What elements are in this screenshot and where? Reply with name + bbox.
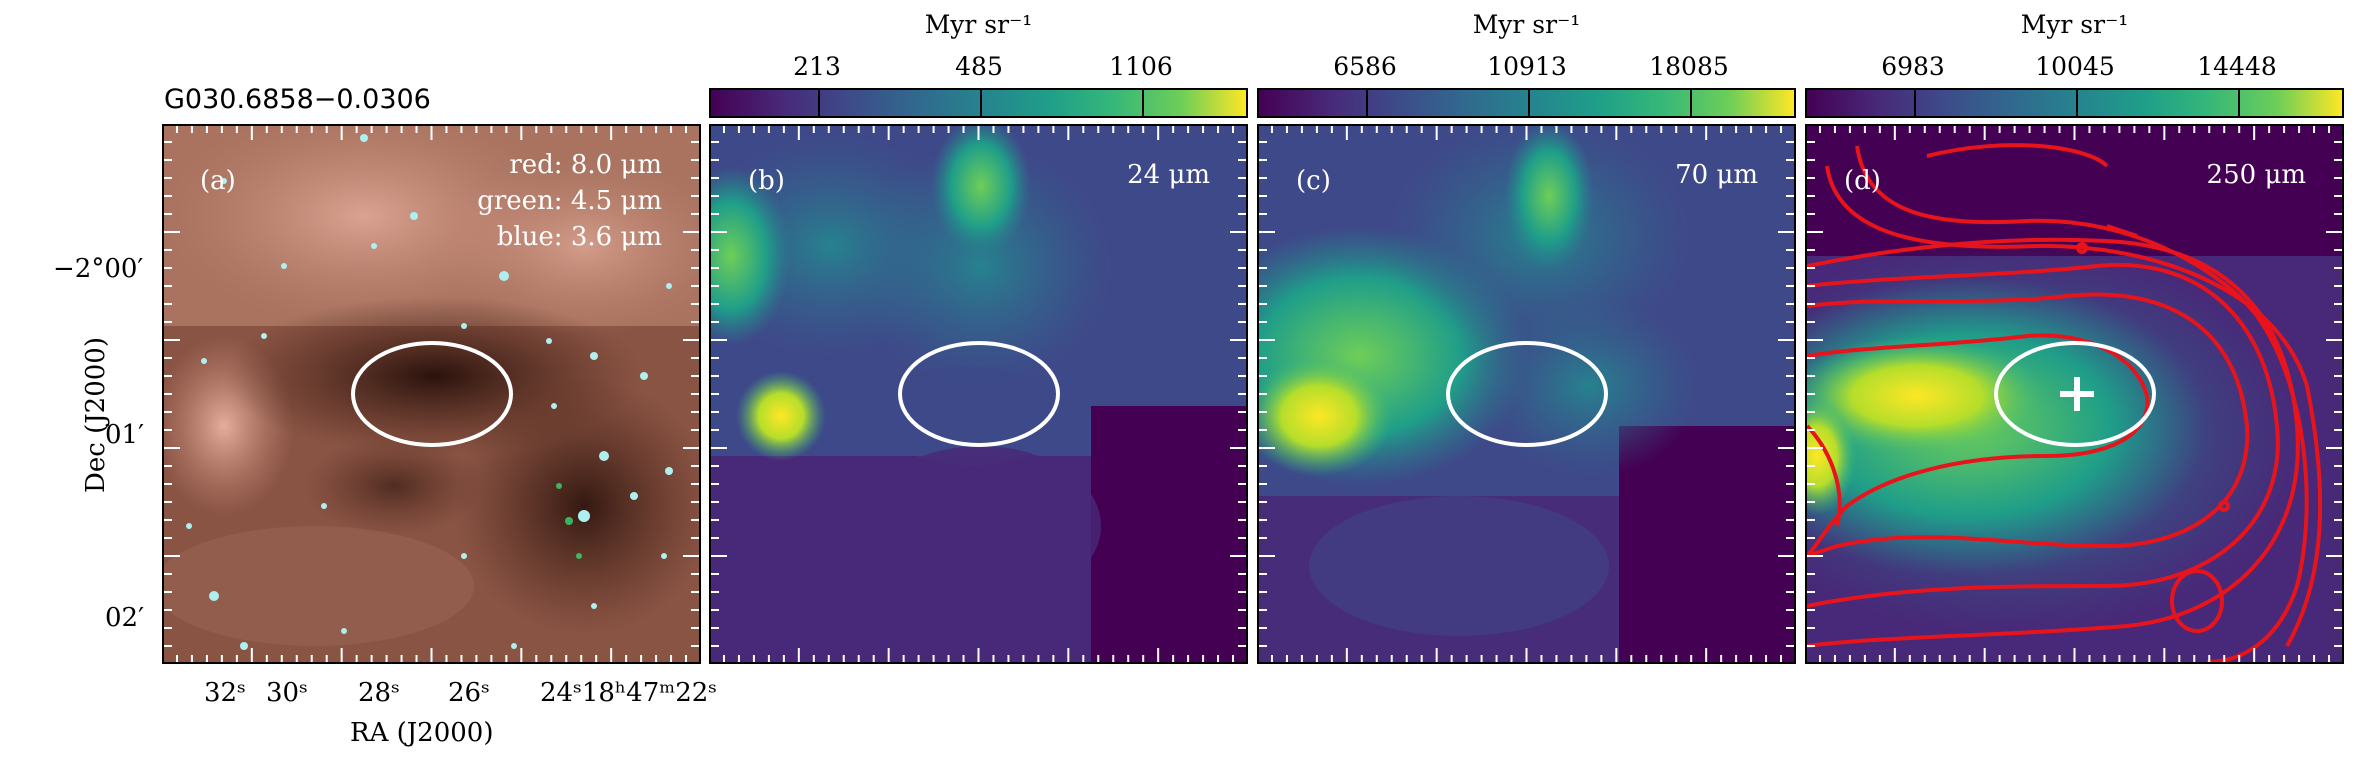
colorbar-d-unit: Myr sr⁻¹ [2020, 10, 2129, 39]
xtick-label-3: 28ˢ [358, 678, 400, 708]
colorbar-d-tick-2: 10045 [2035, 52, 2115, 81]
panel-c-70um-map [1257, 124, 1796, 664]
colorbar-b-tick-3: 1106 [1109, 52, 1173, 81]
panel-a-rgb-image [162, 124, 701, 664]
panel-b-label: (b) [748, 166, 785, 196]
panel-b-band: 24 μm [1127, 160, 1210, 190]
panel-b-24um-map [709, 124, 1248, 664]
panel-a-label: (a) [200, 166, 236, 196]
colorbar-d-tick-3: 14448 [2197, 52, 2277, 81]
panel-a-band-green: green: 4.5 μm [477, 186, 662, 216]
colorbar-b-tick-1: 213 [793, 52, 841, 81]
xtick-label-4: 26ˢ [448, 678, 490, 708]
panel-c-label: (c) [1296, 166, 1331, 196]
colorbar-c-unit: Myr sr⁻¹ [1472, 10, 1581, 39]
xtick-label-5: 24ˢ18ʰ47ᵐ22ˢ [540, 678, 718, 708]
ytick-label-2: 01′ [105, 420, 144, 450]
colorbar-c-tick-3: 18085 [1649, 52, 1729, 81]
colorbar-b-unit: Myr sr⁻¹ [924, 10, 1033, 39]
xtick-label-1: 32ˢ [204, 678, 246, 708]
panel-d-label: (d) [1844, 166, 1881, 196]
panel-d-250um-map [1805, 124, 2344, 664]
xtick-label-2: 30ˢ [266, 678, 308, 708]
colorbar-c [1257, 88, 1796, 118]
colorbar-b [709, 88, 1248, 118]
colorbar-b-tick-2: 485 [955, 52, 1003, 81]
colorbar-d-tick-1: 6983 [1881, 52, 1945, 81]
panel-a-band-blue: blue: 3.6 μm [496, 222, 662, 252]
colorbar-d [1805, 88, 2344, 118]
source-name: G030.6858−0.0306 [164, 84, 431, 115]
center-cross-marker [2060, 377, 2094, 411]
ytick-label-1: −2°00′ [53, 254, 144, 284]
panel-c-band: 70 μm [1675, 160, 1758, 190]
panel-a-band-red: red: 8.0 μm [509, 150, 662, 180]
ylabel: Dec (J2000) [80, 337, 111, 493]
xlabel: RA (J2000) [350, 718, 494, 748]
colorbar-c-tick-2: 10913 [1487, 52, 1567, 81]
panel-d-band: 250 μm [2206, 160, 2306, 190]
colorbar-c-tick-1: 6586 [1333, 52, 1397, 81]
ytick-label-3: 02′ [105, 603, 144, 633]
